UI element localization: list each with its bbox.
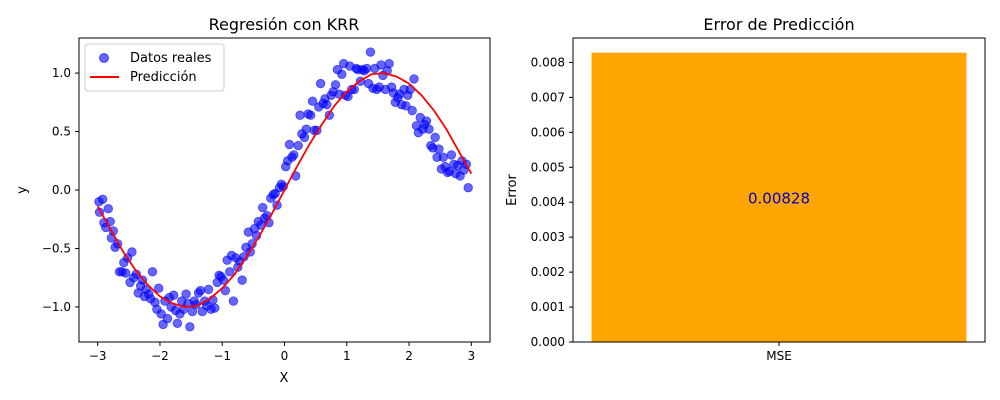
legend-box [84, 43, 225, 92]
y-tick-label: 0.007 [531, 90, 565, 104]
scatter-point [322, 99, 332, 110]
x-tick-label: MSE [766, 349, 792, 363]
scatter-point [407, 105, 417, 116]
x-tick-label: −3 [89, 349, 107, 363]
y-tick-label: 0.002 [531, 265, 565, 279]
left-chart-title: Regresión con KRR [209, 15, 360, 34]
right-x-ticks: MSE [766, 342, 792, 363]
y-tick-label: 1.0 [52, 66, 71, 80]
scatter-point [409, 74, 419, 84]
y-tick-label: −1.0 [42, 300, 71, 314]
scatter-point [195, 285, 206, 296]
scatter-point [210, 303, 220, 313]
scatter-point [301, 124, 312, 134]
right-y-axis-label: Error [505, 174, 520, 206]
scatter-point [330, 80, 341, 90]
y-tick-label: 0.006 [531, 125, 565, 139]
y-tick-label: 0.005 [531, 160, 565, 174]
scatter-point [203, 284, 214, 295]
scatter-point [434, 144, 444, 154]
scatter-point [337, 69, 347, 79]
scatter-point [156, 309, 166, 319]
scatter-point [172, 318, 183, 328]
krr-regression-panel: Regresión con KRR −3 −2 −1 0 1 2 3 −1.0 −0.5 0.0… [15, 15, 491, 386]
scatter-point [237, 275, 247, 285]
x-tick-label: 0 [281, 349, 289, 363]
legend-marker-scatter [99, 53, 109, 63]
scatter-point [162, 313, 173, 324]
scatter-point [315, 78, 326, 89]
y-tick-label: 0.003 [531, 230, 565, 244]
scatter-point [258, 202, 268, 213]
scatter-point [181, 289, 191, 299]
scatter-point [120, 268, 131, 278]
scatter-point [362, 63, 372, 74]
scatter-point [438, 152, 449, 162]
x-tick-label: 2 [405, 349, 413, 363]
scatter-point [430, 132, 440, 143]
x-tick-label: 1 [343, 349, 351, 363]
left-y-axis-label: y [15, 186, 30, 194]
x-tick-label: −1 [213, 349, 231, 363]
scatter-point [463, 182, 473, 193]
prediction-error-panel: Error de Predicción 0.00828 MSE 0.0000.0… [505, 15, 986, 363]
scatter-point [218, 275, 229, 285]
scatter-point [365, 47, 376, 57]
scatter-point [228, 296, 239, 306]
scatter-point [384, 59, 394, 69]
bar-mse [591, 52, 967, 342]
legend-label-scatter: Datos reales [130, 51, 212, 66]
scatter-point [97, 194, 108, 205]
scatter-point [421, 116, 432, 126]
y-tick-label: 0.0 [52, 183, 71, 197]
y-tick-label: 0.004 [531, 195, 565, 209]
left-x-ticks: −3 −2 −1 0 1 2 3 [89, 342, 475, 363]
y-tick-label: −0.5 [42, 241, 71, 255]
y-tick-label: 0.000 [531, 335, 565, 349]
scatter-point [305, 110, 316, 120]
right-plot-area: 0.00828 [591, 52, 967, 342]
scatter-point [147, 267, 158, 277]
right-y-ticks: 0.000 0.001 0.002 0.003 0.004 0.005 0.006 0.007… [531, 55, 573, 349]
scatter-point [295, 110, 305, 120]
left-plot-area [94, 47, 473, 332]
scatter-point [424, 124, 434, 134]
scatter-point [299, 132, 310, 143]
x-tick-label: −2 [151, 349, 169, 363]
bar-value-label: 0.00828 [748, 189, 810, 207]
scatter-point [103, 204, 113, 214]
x-tick-label: 3 [467, 349, 475, 363]
scatter-point [154, 283, 164, 293]
scatter-point [224, 267, 235, 277]
y-tick-label: 0.008 [531, 55, 565, 69]
left-x-axis-label: X [280, 371, 289, 386]
scatter-point [307, 96, 318, 106]
scatter-point [289, 150, 299, 160]
y-tick-label: 0.001 [531, 300, 565, 314]
legend-label-line: Predicción [130, 70, 197, 85]
right-chart-title: Error de Predicción [703, 15, 854, 34]
scatter-point [401, 101, 411, 111]
scatter-point [168, 290, 179, 300]
left-y-ticks: −1.0 −0.5 0.0 0.5 1.0 [42, 66, 79, 314]
prediction-line [96, 72, 473, 308]
scatter-point [293, 140, 303, 151]
legend: Datos reales Predicción [84, 43, 225, 92]
scatter-point [185, 322, 195, 332]
y-tick-label: 0.5 [52, 125, 71, 139]
scatter-point [446, 150, 457, 160]
scatter-point [284, 139, 295, 150]
scatter-point [127, 247, 137, 257]
